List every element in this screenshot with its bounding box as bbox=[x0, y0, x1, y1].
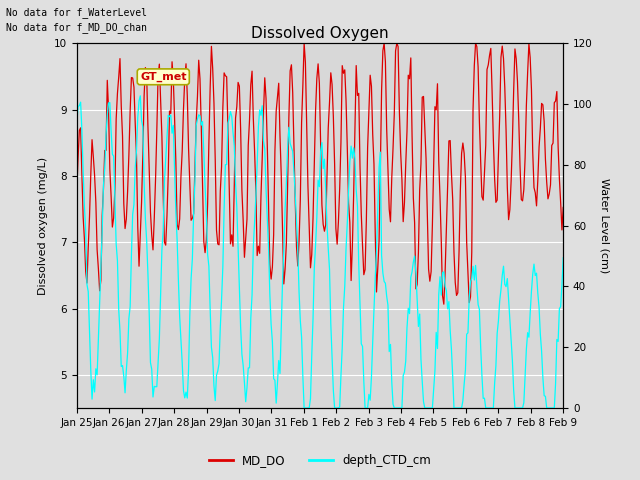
Title: Dissolved Oxygen: Dissolved Oxygen bbox=[251, 25, 389, 41]
Y-axis label: Water Level (cm): Water Level (cm) bbox=[599, 178, 609, 273]
MD_DO bbox=[324, 125, 332, 131]
Y-axis label: Dissolved oxygen (mg/L): Dissolved oxygen (mg/L) bbox=[38, 156, 49, 295]
depth_CTD_cm bbox=[326, 266, 333, 272]
Legend: MD_DO, depth_CTD_cm: MD_DO, depth_CTD_cm bbox=[204, 449, 436, 472]
MD_DO bbox=[495, 152, 502, 158]
MD_DO bbox=[559, 204, 567, 210]
Line: depth_CTD_cm: depth_CTD_cm bbox=[77, 96, 563, 408]
depth_CTD_cm bbox=[136, 93, 144, 99]
MD_DO bbox=[73, 187, 81, 192]
MD_DO bbox=[440, 301, 447, 307]
depth_CTD_cm bbox=[559, 255, 567, 261]
Text: GT_met: GT_met bbox=[140, 72, 186, 82]
MD_DO bbox=[90, 154, 97, 159]
Text: No data for f_MD_DO_chan: No data for f_MD_DO_chan bbox=[6, 22, 147, 33]
depth_CTD_cm bbox=[90, 377, 97, 383]
depth_CTD_cm bbox=[300, 405, 308, 411]
depth_CTD_cm bbox=[73, 121, 81, 127]
MD_DO bbox=[105, 107, 113, 112]
MD_DO bbox=[421, 124, 429, 130]
MD_DO bbox=[300, 40, 308, 46]
MD_DO bbox=[558, 227, 566, 233]
depth_CTD_cm bbox=[558, 282, 566, 288]
depth_CTD_cm bbox=[495, 318, 502, 324]
depth_CTD_cm bbox=[422, 405, 430, 411]
Text: No data for f_WaterLevel: No data for f_WaterLevel bbox=[6, 7, 147, 18]
Line: MD_DO: MD_DO bbox=[77, 43, 563, 304]
depth_CTD_cm bbox=[105, 100, 113, 106]
